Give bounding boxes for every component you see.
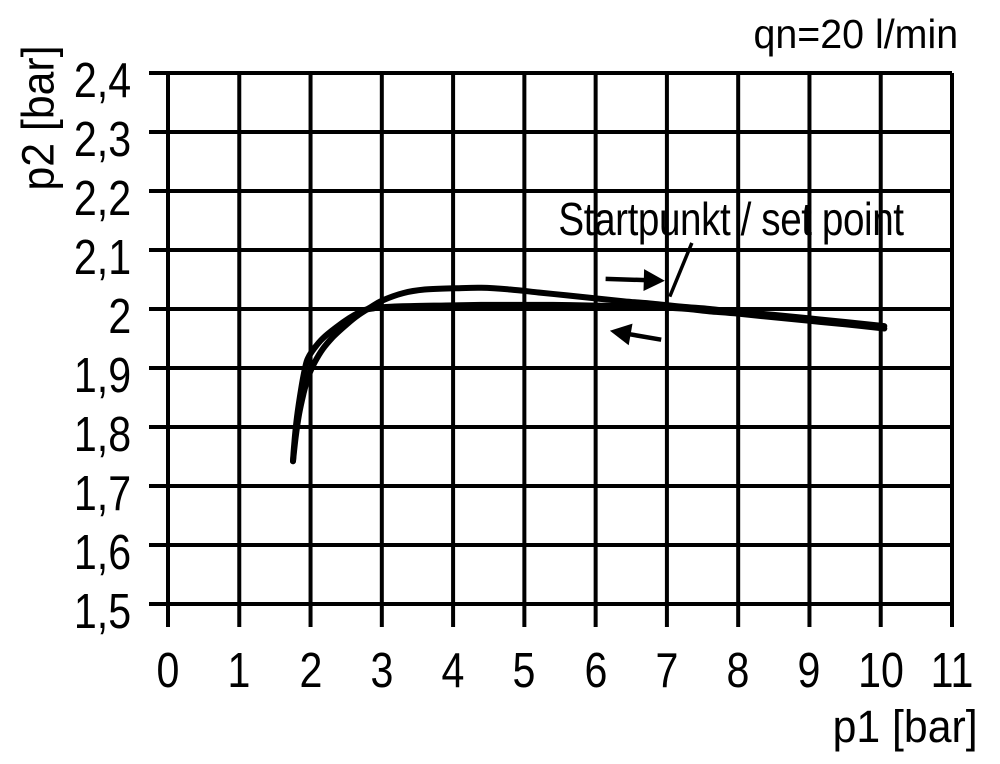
forward-direction-arrow-head bbox=[643, 269, 665, 291]
x-tick-label: 8 bbox=[726, 644, 750, 698]
set-point-annotation: Startpunkt / set point bbox=[558, 193, 904, 245]
x-tick-label: 10 bbox=[857, 644, 904, 698]
x-axis-title: p1 [bar] bbox=[833, 701, 978, 752]
x-tick-label: 6 bbox=[584, 644, 608, 698]
return-direction-arrow-shaft bbox=[628, 331, 662, 342]
x-tick-label: 3 bbox=[370, 644, 394, 698]
curve-return bbox=[290, 301, 888, 465]
flow-rate-label: qn=20 l/min bbox=[753, 11, 958, 57]
y-tick-label: 2,1 bbox=[73, 231, 131, 285]
x-tick-label: 11 bbox=[930, 644, 974, 698]
y-tick-label: 1,8 bbox=[73, 408, 131, 462]
y-tick-label: 1,9 bbox=[73, 349, 131, 403]
x-tick-label: 7 bbox=[655, 644, 679, 698]
set-point-leader-line bbox=[668, 242, 694, 298]
y-tick-label: 1,6 bbox=[73, 526, 131, 580]
y-tick-label: 2 bbox=[108, 290, 131, 344]
x-tick-label: 4 bbox=[441, 644, 465, 698]
y-tick-label: 2,3 bbox=[73, 113, 131, 167]
x-tick-label: 0 bbox=[156, 644, 180, 698]
x-tick-label: 5 bbox=[512, 644, 536, 698]
y-tick-label: 1,5 bbox=[73, 585, 131, 639]
x-tick-label: 9 bbox=[798, 644, 821, 698]
forward-direction-arrow-shaft bbox=[605, 276, 646, 283]
y-tick-label: 2,2 bbox=[73, 172, 131, 226]
x-tick-label: 2 bbox=[299, 644, 322, 698]
y-axis-title: p2 [bar] bbox=[12, 45, 64, 191]
y-tick-label: 1,7 bbox=[73, 467, 131, 521]
y-tick-label: 2,4 bbox=[73, 54, 131, 108]
x-tick-label: 1 bbox=[227, 644, 251, 698]
return-direction-arrow-head bbox=[609, 323, 633, 346]
